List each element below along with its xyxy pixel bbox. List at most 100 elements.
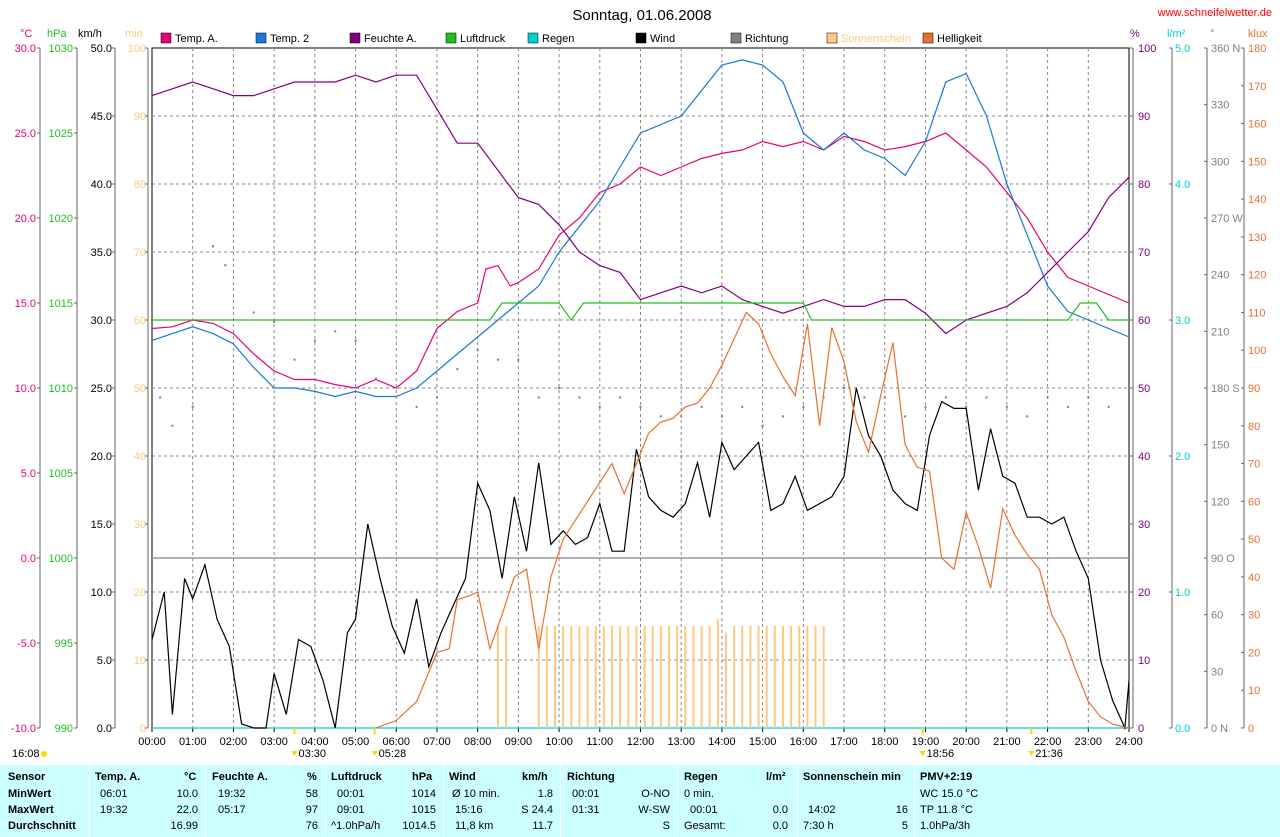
temp-max-time: 19:32 [100, 804, 128, 816]
column-separator [797, 765, 798, 837]
regen-total: 0.0 [772, 820, 788, 832]
sun-marker-label: 05:28 [379, 748, 407, 760]
column-separator [914, 765, 915, 837]
klux-axis-tick: 70 [1248, 459, 1260, 471]
x-tick-label: 07:00 [423, 736, 451, 748]
x-tick-label: 09:00 [505, 736, 533, 748]
direction-point [1107, 405, 1110, 408]
min-axis-tick: 20 [134, 587, 146, 599]
direction-point [354, 339, 357, 342]
direction-point [1026, 415, 1029, 418]
series-group [151, 59, 1130, 731]
luftdruck-unit: hPa [412, 771, 433, 783]
feuchte-header: Feuchte A. [212, 771, 268, 783]
luftdruck-max-time: 09:01 [337, 804, 365, 816]
direction-point [965, 405, 968, 408]
direction-point [1128, 396, 1130, 399]
luftdruck-trend: ^1.0hPa/h [331, 820, 381, 832]
temp-avg: 16.99 [170, 820, 198, 832]
website-label[interactable]: www.schneifelwetter.de [1157, 7, 1272, 19]
klux-axis-tick: 20 [1248, 647, 1260, 659]
legend-label: Feuchte A. [364, 33, 417, 45]
min-axis-tick: 70 [134, 247, 146, 259]
luftdruck-header: Luftdruck [331, 771, 382, 783]
x-tick-label: 05:00 [342, 736, 370, 748]
direction-point [395, 387, 398, 389]
unit-kmh: km/h [78, 28, 102, 40]
richtung-avg: S [662, 820, 670, 832]
rain-axis-tick: 1.0 [1175, 587, 1190, 599]
direction-point [435, 396, 438, 399]
legend-swatch [255, 32, 267, 44]
x-tick-label: 12:00 [627, 736, 655, 748]
dir-axis-tick: 330 [1211, 100, 1229, 112]
richtung-max: W-SW [638, 804, 670, 816]
legend-label: Luftdruck [460, 33, 506, 45]
temp-axis-tick: 20.0 [15, 213, 36, 225]
legend-swatch [160, 32, 172, 44]
dir-axis-tick: 30 [1211, 666, 1223, 678]
pct-axis-tick: 80 [1138, 179, 1150, 191]
direction-point [191, 405, 194, 408]
klux-axis-tick: 160 [1248, 119, 1266, 131]
klux-axis-tick: 110 [1248, 307, 1266, 319]
klux-axis-tick: 140 [1248, 194, 1266, 206]
kmh-axis-tick: 20.0 [91, 451, 112, 463]
sun-marker-arrow [919, 751, 926, 756]
klux-axis-tick: 120 [1248, 270, 1266, 282]
hpa-axis-tick: 1015 [49, 298, 73, 310]
unit-dir: ° [1210, 28, 1214, 40]
pmv-windchill: WC 15.0 °C [920, 788, 979, 800]
feuchte-min: 58 [305, 788, 318, 800]
temp-axis-tick: 5.0 [21, 468, 36, 480]
x-tick-label: 01:00 [179, 736, 207, 748]
regen-total-label: Gesamt: [684, 820, 726, 832]
sun-markers: 03:30 05:28 18:56 21:36 [291, 728, 1063, 760]
x-tick-label: 08:00 [464, 736, 492, 748]
sonne-max-time: 14:02 [808, 804, 836, 816]
kmh-axis-tick: 50.0 [91, 43, 112, 55]
min-axis-tick: 40 [134, 451, 146, 463]
temp-min: 10.0 [176, 788, 198, 800]
luftdruck-max: 1015 [411, 804, 436, 816]
wind-max: S 24.4 [521, 804, 553, 816]
direction-point [619, 396, 622, 399]
direction-point [883, 396, 886, 399]
sun-marker-label: 21:36 [1035, 748, 1063, 760]
direction-point [159, 396, 162, 399]
kmh-axis-tick: 30.0 [91, 315, 112, 327]
direction-point [1087, 396, 1090, 399]
unit-min: min [125, 28, 143, 40]
x-tick-label: 17:00 [830, 736, 858, 748]
rain-axis-tick: 4.0 [1175, 179, 1190, 191]
dir-axis-tick: 60 [1211, 610, 1223, 622]
legend-label: Temp. A. [175, 33, 218, 45]
direction-point [598, 405, 601, 408]
dir-axis-tick: 300 [1211, 156, 1229, 168]
direction-point [293, 358, 296, 361]
direction-point [497, 358, 500, 361]
klux-axis-tick: 90 [1248, 383, 1260, 395]
column-separator [205, 765, 206, 837]
rain-axis-tick: 5.0 [1175, 43, 1190, 55]
regen-header: Regen [684, 771, 718, 783]
pct-axis-tick: 70 [1138, 247, 1150, 259]
direction-point [985, 396, 988, 399]
sonne-max: 16 [895, 804, 908, 816]
feuchte-max-time: 05:17 [218, 804, 246, 816]
min-axis-tick: 10 [134, 655, 146, 667]
legend-swatch [445, 32, 457, 44]
legend-swatch [730, 32, 742, 44]
pct-axis-tick: 50 [1138, 383, 1150, 395]
regen-max-time: 00:01 [690, 804, 718, 816]
sun-marker-arrow [291, 751, 298, 756]
temp-unit: °C [184, 771, 197, 783]
dir-axis-tick: 0 N [1211, 723, 1228, 735]
direction-point [843, 387, 846, 389]
direction-point [1005, 405, 1008, 408]
min-axis-tick: 60 [134, 315, 146, 327]
klux-axis-tick: 60 [1248, 496, 1260, 508]
direction-point [313, 339, 316, 342]
pmv-trend: 1.0hPa/3h [920, 820, 971, 832]
direction-point [741, 405, 744, 408]
